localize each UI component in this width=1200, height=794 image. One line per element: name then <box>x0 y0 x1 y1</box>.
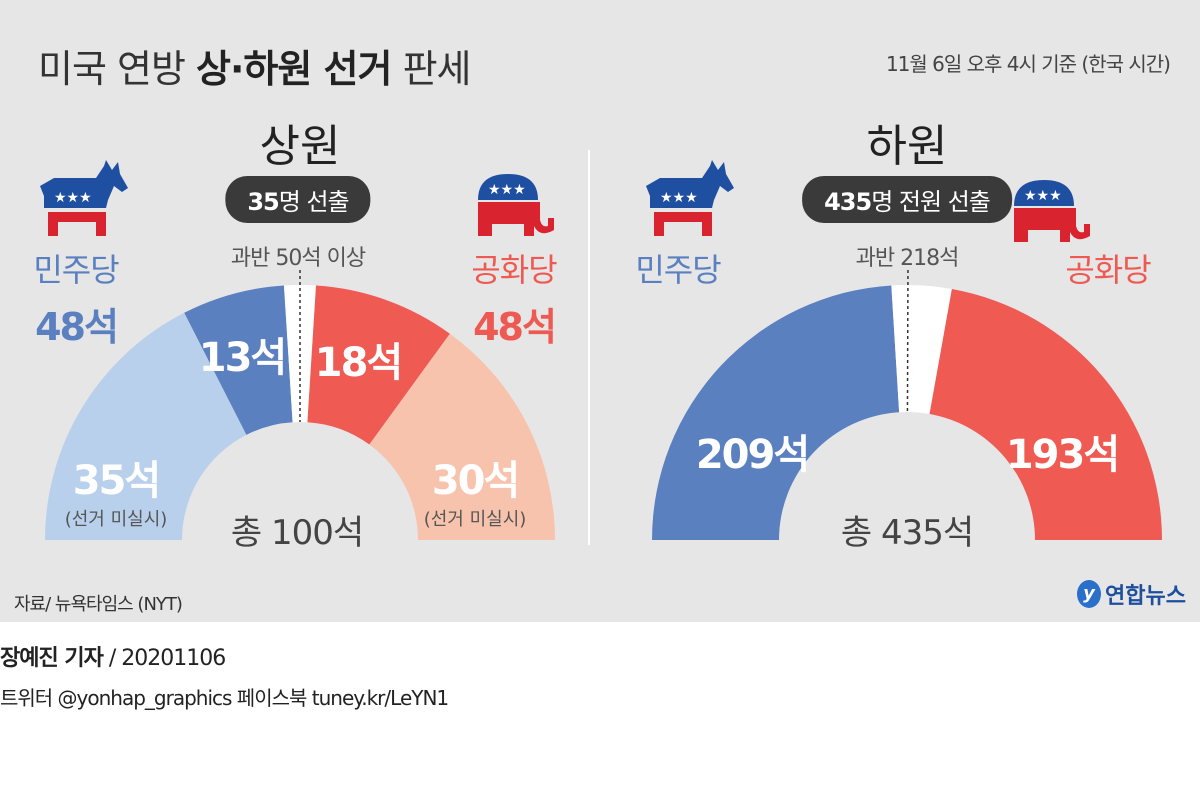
senate-total: 총 100석 <box>230 513 364 553</box>
svg-text:★★★: ★★★ <box>660 190 698 206</box>
social-links: 트위터 @yonhap_graphics 페이스북 tuney.kr/LeYN1 <box>0 686 449 710</box>
house-title: 하원 <box>866 121 948 172</box>
house-segment-undecided-undecided <box>891 285 952 414</box>
senate-rep-label: 공화당 <box>471 251 557 289</box>
svg-text:★★★: ★★★ <box>488 182 526 198</box>
senate-dem-label: 민주당 <box>33 251 119 289</box>
house-segment-dem-won <box>652 285 900 540</box>
senate-rep-notup-label: 30석 <box>431 458 520 504</box>
yonhap-logo: y 연합뉴스 <box>1077 578 1186 610</box>
page-title: 미국 연방 상·하원 선거 판세 <box>38 47 471 91</box>
chart-canvas <box>45 269 1162 540</box>
svg-text:★★★: ★★★ <box>54 190 92 206</box>
senate-segment-dem-won <box>184 285 293 435</box>
house-rep-label: 공화당 <box>1065 251 1151 289</box>
senate-segment-rep-not_up <box>369 333 555 540</box>
elephant-icon: ★★★ <box>1014 180 1090 242</box>
senate-dem-won-label: 13석 <box>198 335 287 381</box>
donkey-icon: ★★★ <box>646 160 734 236</box>
senate-dem-notup-label: 35석 <box>72 458 161 504</box>
source-note: 자료/ 뉴욕타임스 (NYT) <box>14 594 183 615</box>
house-segment-rep-won <box>929 288 1162 540</box>
senate-dem-notup-note: (선거 미실시) <box>64 509 168 530</box>
house-majority-label: 과반 218석 <box>855 246 960 271</box>
house-dem-label-seats: 209석 <box>695 432 810 478</box>
senate-badge: 35명 선출 <box>225 176 371 223</box>
donkey-icon: ★★★ <box>40 160 128 236</box>
senate-segment-undecided-undecided <box>283 285 317 423</box>
svg-text:★★★: ★★★ <box>1024 188 1062 204</box>
house-badge: 435명 전원 선출 <box>802 176 1012 223</box>
house-dem-label: 민주당 <box>635 251 721 289</box>
house-rep-label-seats: 193석 <box>1005 432 1120 478</box>
senate-title: 상원 <box>259 121 341 172</box>
senate-rep-won-label: 18석 <box>314 340 403 386</box>
senate-rep-notup-note: (선거 미실시) <box>423 509 527 530</box>
senate-segment-dem-not_up <box>45 312 247 540</box>
byline: 장예진 기자 / 20201106 <box>0 646 226 671</box>
as-of-timestamp: 11월 6일 오후 4시 기준 (한국 시간) <box>885 52 1171 76</box>
senate-dem-total: 48석 <box>35 305 119 349</box>
senate-rep-total: 48석 <box>473 305 557 349</box>
senate-segment-rep-won <box>307 285 450 445</box>
house-total: 총 435석 <box>840 513 974 553</box>
yonhap-logo-icon: y <box>1077 580 1102 608</box>
senate-majority-label: 과반 50석 이상 <box>230 246 366 271</box>
elephant-icon: ★★★ <box>478 174 554 236</box>
divider <box>588 150 590 545</box>
